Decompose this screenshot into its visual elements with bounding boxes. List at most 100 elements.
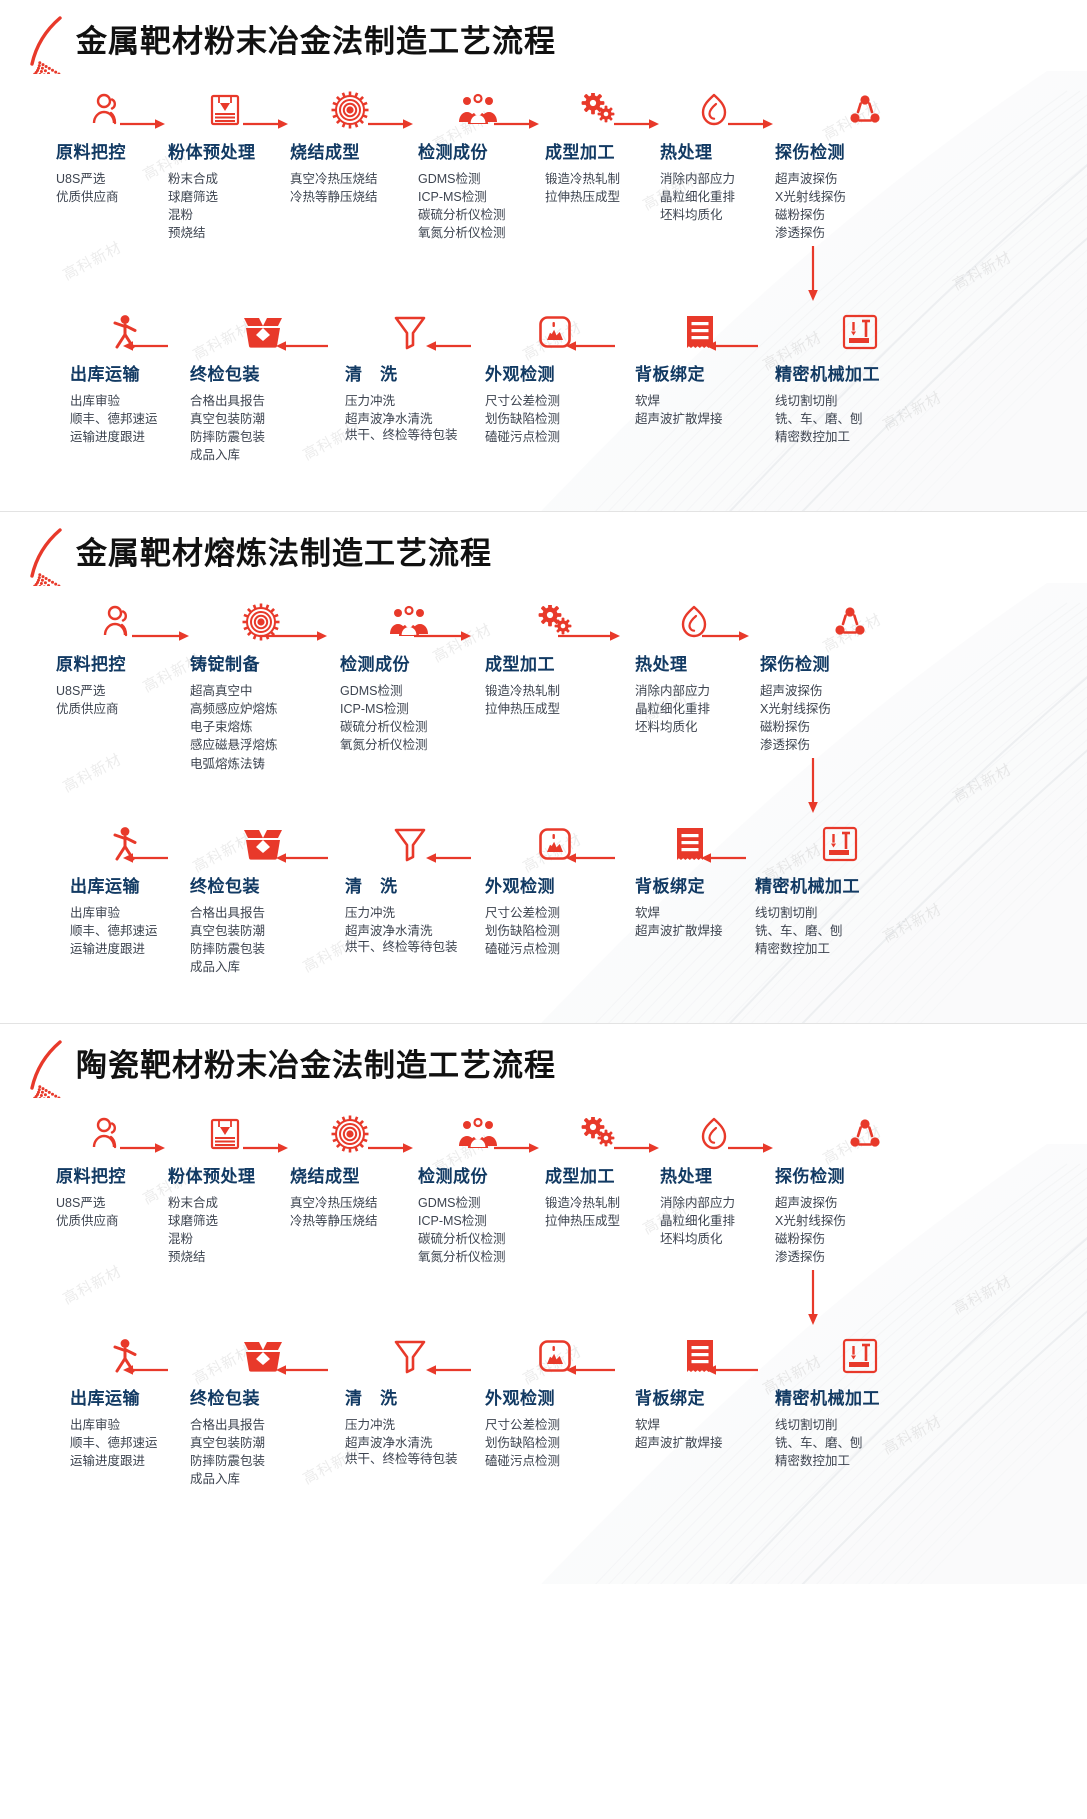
node-detail-item: 真空冷热压烧结 — [290, 172, 378, 186]
node-detail-item: ICP-MS检测 — [340, 702, 409, 717]
node-detail-item: 出库审验 — [70, 394, 121, 408]
node-title: 检测成份 — [340, 655, 410, 674]
node-title: 成型加工 — [545, 143, 615, 162]
node-title: 探伤检测 — [775, 1167, 845, 1186]
node-detail-item: 烘干、终检等待包装 — [345, 940, 458, 955]
node-detail-item: 磁粉探伤 — [775, 1232, 826, 1247]
process-node-funnel-clean[interactable]: 清 洗 压力冲洗 超声波净水清洗 烘干、终检等待包装 — [345, 1334, 475, 1466]
node-detail-list: U8S严选 优质供应商 — [56, 1194, 119, 1230]
process-node-cnc-machine[interactable]: 精密机械加工 线切割切削 铣、车、磨、刨 精密数控加工 — [775, 310, 945, 446]
flow-arrow-right — [412, 614, 472, 658]
process-node-user-control[interactable]: 原料把控 U8S严选 优质供应商 — [56, 88, 160, 206]
flaw-detection-icon — [775, 88, 955, 132]
node-title: 终检包装 — [190, 365, 260, 384]
node-title: 清 洗 — [345, 1389, 398, 1408]
shipping-person-icon — [70, 1334, 180, 1378]
cnc-machine-icon — [755, 822, 925, 866]
process-node-sinter-gear[interactable]: 烧结成型 真空冷热压烧结 冷热等静压烧结 — [290, 1112, 410, 1230]
flow-arrow-left — [565, 324, 617, 368]
node-title: 清 洗 — [345, 877, 398, 896]
process-node-composition-test[interactable]: 检测成份 GDMS检测 ICP-MS检测 碳硫分析仪检测 氧氮分析仪检测 — [418, 88, 537, 243]
flow-arrow-left — [275, 836, 330, 880]
node-detail-list: GDMS检测 ICP-MS检测 碳硫分析仪检测 氧氮分析仪检测 — [340, 682, 428, 755]
node-detail-item: X光射线探伤 — [760, 702, 831, 717]
title-accent-mark-icon — [26, 1038, 68, 1098]
node-detail-item: 冷热等静压烧结 — [290, 1214, 378, 1229]
node-detail-item: U8S严选 — [56, 172, 106, 186]
process-node-package-box[interactable]: 终检包装 合格出具报告 真空包装防潮 防摔防震包装 成品入库 — [190, 310, 335, 465]
flow-arrow-left — [122, 1348, 170, 1392]
process-node-package-box[interactable]: 终检包装 合格出具报告 真空包装防潮 防摔防震包装 成品入库 — [190, 1334, 335, 1489]
process-node-sinter-gear[interactable]: 烧结成型 真空冷热压烧结 冷热等静压烧结 — [290, 88, 410, 206]
node-detail-list: 软焊 超声波扩散焊接 — [635, 904, 723, 940]
node-detail-item: 锻造冷热轧制 — [485, 684, 561, 698]
process-node-powder-pretreat[interactable]: 粉体预处理 粉末合成 球磨筛选 混粉 预烧结 — [168, 1112, 282, 1267]
node-detail-item: 氧氮分析仪检测 — [340, 738, 428, 753]
node-detail-item: 成品入库 — [190, 1472, 241, 1487]
process-node-funnel-clean[interactable]: 清 洗 压力冲洗 超声波净水清洗 烘干、终检等待包装 — [345, 310, 475, 442]
funnel-clean-icon — [345, 310, 475, 354]
flow-arrow-right — [726, 102, 774, 146]
node-detail-item: 铣、车、磨、刨 — [775, 1436, 863, 1451]
node-title: 粉体预处理 — [168, 143, 256, 162]
node-detail-item: 碳硫分析仪检测 — [340, 720, 428, 735]
node-title: 背板绑定 — [635, 877, 705, 896]
node-detail-list: 压力冲洗超声波净水清洗 烘干、终检等待包装 — [345, 392, 458, 442]
node-detail-item: 划伤缺陷检测 — [485, 412, 561, 427]
forming-gears-icon — [545, 1112, 652, 1156]
node-title: 终检包装 — [190, 1389, 260, 1408]
node-detail-item: 尺寸公差检测 — [485, 906, 561, 920]
node-detail-item: 划伤缺陷检测 — [485, 1436, 561, 1451]
node-detail-item: 晶粒细化重排 — [660, 190, 736, 205]
flow-arrow-left — [565, 836, 617, 880]
process-node-composition-test[interactable]: 检测成份 GDMS检测 ICP-MS检测 碳硫分析仪检测 氧氮分析仪检测 — [418, 1112, 537, 1267]
node-detail-item: 超声波净水清洗 — [345, 1436, 433, 1451]
process-node-powder-pretreat[interactable]: 粉体预处理 粉末合成 球磨筛选 混粉 预烧结 — [168, 88, 282, 243]
node-title: 原料把控 — [56, 1167, 126, 1186]
node-detail-item: 优质供应商 — [56, 702, 119, 717]
node-detail-list: 粉末合成 球磨筛选 混粉 预烧结 — [168, 1194, 218, 1267]
node-detail-item: 球磨筛选 — [168, 190, 219, 205]
node-title: 精密机械加工 — [775, 1389, 880, 1408]
node-detail-list: 超高真空中 高频感应炉熔炼 电子束熔炼 感应磁悬浮熔炼 电弧熔炼法铸 — [190, 682, 278, 773]
node-detail-item: 感应磁悬浮熔炼 — [190, 738, 278, 753]
node-detail-list: 软焊 超声波扩散焊接 — [635, 1416, 723, 1452]
process-node-flaw-detection[interactable]: 探伤检测 超声波探伤 X光射线探伤 磁粉探伤 渗透探伤 — [775, 88, 955, 243]
process-node-flaw-detection[interactable]: 探伤检测 超声波探伤 X光射线探伤 磁粉探伤 渗透探伤 — [760, 600, 940, 755]
node-detail-item: 精密数控加工 — [755, 942, 831, 957]
section-ceramic-powder-metallurgy: 高科新材 高科新材 高科新材 高科新材 高科新材 高科新材 高科新材 高科新材 高科新材 高科新材… — [0, 1024, 1087, 1584]
watermark-layer: 高科新材 高科新材 高科新材 高科新材 高科新材 高科新材 高科新材 高科新材 高科新材 高科新材… — [0, 1024, 1087, 1584]
cnc-machine-icon — [775, 1334, 945, 1378]
process-node-package-box[interactable]: 终检包装 合格出具报告 真空包装防潮 防摔防震包装 成品入库 — [190, 822, 335, 977]
title-accent-mark-icon — [26, 14, 68, 74]
process-flow-page: 高科新材 高科新材 高科新材 高科新材 高科新材 高科新材 高科新材 高科新材 高科新材 高科新材… — [0, 14, 1087, 1584]
process-node-cnc-machine[interactable]: 精密机械加工 线切割切削 铣、车、磨、刨 精密数控加工 — [755, 822, 925, 958]
section-metal-melting: 高科新材 高科新材 高科新材 高科新材 高科新材 高科新材 高科新材 高科新材 高科新材 高科新材… — [0, 512, 1087, 1023]
node-detail-item: 压力冲洗 — [345, 1418, 396, 1432]
node-detail-item: 烘干、终检等待包装 — [345, 428, 458, 443]
process-node-shipping-person[interactable]: 出库运输 出库审验 顺丰、德邦速运 运输进度跟进 — [70, 310, 180, 446]
flow-arrow-right — [118, 1126, 166, 1170]
process-node-funnel-clean[interactable]: 清 洗 压力冲洗 超声波净水清洗 烘干、终检等待包装 — [345, 822, 475, 954]
node-detail-item: 压力冲洗 — [345, 906, 396, 920]
node-title: 出库运输 — [70, 877, 140, 896]
process-node-cnc-machine[interactable]: 精密机械加工 线切割切削 铣、车、磨、刨 精密数控加工 — [775, 1334, 945, 1470]
flow-arrow-left — [275, 1348, 330, 1392]
node-detail-item: 成品入库 — [190, 448, 241, 463]
process-node-flaw-detection[interactable]: 探伤检测 超声波探伤 X光射线探伤 磁粉探伤 渗透探伤 — [775, 1112, 955, 1267]
process-node-user-control[interactable]: 原料把控 U8S严选 优质供应商 — [56, 600, 182, 718]
process-node-composition-test[interactable]: 检测成份 GDMS检测 ICP-MS检测 碳硫分析仪检测 氧氮分析仪检测 — [340, 600, 477, 755]
node-detail-item: 拉伸热压成型 — [485, 702, 561, 717]
node-detail-item: 压力冲洗 — [345, 394, 396, 408]
node-title: 外观检测 — [485, 365, 555, 384]
process-node-user-control[interactable]: 原料把控 U8S严选 优质供应商 — [56, 1112, 160, 1230]
process-node-sinter-gear[interactable]: 铸锭制备 超高真空中 高频感应炉熔炼 电子束熔炼 感应磁悬浮熔炼 电弧熔炼法铸 — [190, 600, 332, 773]
node-detail-item: 晶粒细化重排 — [635, 702, 711, 717]
node-detail-item: 优质供应商 — [56, 1214, 119, 1229]
node-detail-item: 超声波净水清洗 — [345, 412, 433, 427]
user-control-icon — [56, 1112, 160, 1156]
sinter-gear-icon — [290, 1112, 410, 1156]
package-box-icon — [190, 822, 335, 866]
node-detail-item: 精密数控加工 — [775, 430, 851, 445]
process-node-shipping-person[interactable]: 出库运输 出库审验 顺丰、德邦速运 运输进度跟进 — [70, 1334, 180, 1470]
